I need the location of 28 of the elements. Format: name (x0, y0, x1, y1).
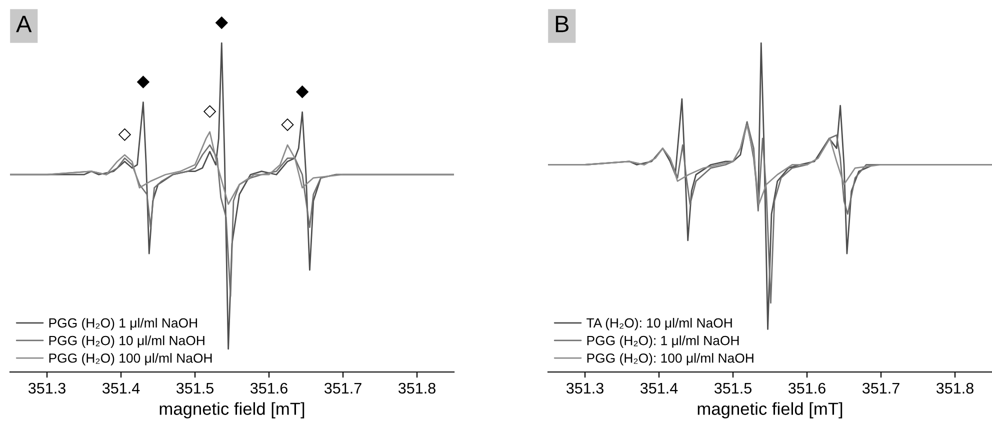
annotation: ◆ (296, 85, 309, 98)
legend-label: PGG (H₂O) 1 μl/ml NaOH (49, 318, 197, 330)
x-tick-label: 351.6 (788, 382, 826, 394)
chart-title: B (556, 16, 568, 32)
x-tick-label: 351.3 (28, 382, 66, 394)
legend-label: PGG (H₂O): 100 μl/ml NaOH (587, 353, 754, 366)
x-tick-label: 351.7 (324, 382, 362, 394)
legend-label: PGG (H₂O) 10 μl/ml NaOH (49, 336, 204, 348)
annotation: ◇ (281, 118, 294, 132)
x-tick-label: 351.4 (102, 382, 140, 394)
x-tick-label: 351.6 (250, 382, 288, 394)
x-tick-label: 351.4 (640, 382, 678, 394)
x-tick-label: 351.5 (176, 382, 214, 394)
x-tick-label: 351.7 (862, 382, 900, 394)
x-axis-title: magnetic field [mT] (160, 402, 304, 418)
x-tick-label: 351.5 (714, 382, 752, 394)
x-tick-label: 351.8 (398, 382, 436, 394)
annotation: ◇ (118, 128, 132, 141)
annotation: ◆ (136, 76, 150, 88)
legend-label: TA (H₂O): 10 μl/ml NaOH (586, 318, 732, 330)
chart-title: A (16, 16, 32, 32)
annotation: ◆ (215, 16, 228, 30)
legend-label: PGG (H₂O): 1 μl/ml NaOH (587, 336, 739, 348)
x-axis-title: magnetic field [mT] (698, 402, 842, 418)
x-tick-label: 351.3 (566, 382, 604, 394)
annotation: ◇ (203, 105, 216, 118)
x-tick-label: 351.8 (936, 382, 974, 394)
legend-label: PGG (H₂O) 100 μl/ml NaOH (49, 353, 212, 366)
